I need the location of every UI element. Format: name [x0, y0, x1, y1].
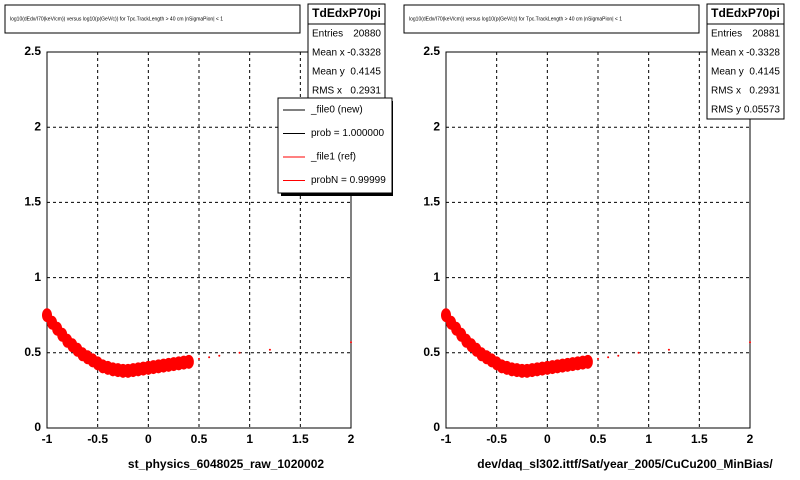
x-tick-label: 1.5: [691, 432, 708, 446]
stats-value: 0.2931: [350, 86, 381, 97]
stats-value: 0.2931: [749, 86, 780, 97]
point: [607, 356, 610, 359]
stats-box: [307, 3, 386, 101]
y-tick-label: 2.5: [24, 44, 41, 58]
legend-box: [277, 97, 393, 194]
stats-value: 0.4145: [350, 67, 381, 78]
x-tick-label: 2: [348, 432, 355, 446]
title-box: [4, 4, 301, 34]
point: [183, 354, 194, 369]
legend-label: probN = 0.99999: [311, 175, 386, 186]
point: [218, 354, 221, 357]
x-tick-label: -0.5: [486, 432, 507, 446]
x-tick-label: 1.5: [292, 432, 309, 446]
point: [238, 351, 241, 354]
point: [637, 351, 640, 354]
stats-value: -0.3328: [347, 48, 381, 59]
y-tick-label: 2: [34, 119, 41, 133]
x-tick-label: -0.5: [87, 432, 108, 446]
y-tick-label: 0: [34, 420, 41, 434]
stats-value: 20881: [752, 29, 780, 40]
stats-box: [706, 3, 785, 120]
chart-title: log10(dEdx/I70(keV/cm)) versus log10(p(G…: [409, 16, 622, 22]
point: [667, 348, 670, 351]
stats-label: Entries: [312, 29, 343, 40]
stats-label: Mean x: [711, 48, 744, 59]
stats-value: 20880: [353, 29, 381, 40]
stats-label: Mean x: [312, 48, 345, 59]
legend-label: _file1 (ref): [310, 152, 356, 163]
stats-value: 0.05573: [744, 105, 781, 116]
stats-label: Entries: [711, 29, 742, 40]
legend-label: _file0 (new): [310, 105, 363, 116]
legend-label: prob = 1.000000: [311, 128, 385, 139]
x-tick-label: -1: [42, 432, 53, 446]
y-tick-label: 0.5: [24, 345, 41, 359]
x-tick-label: 0: [145, 432, 152, 446]
stats-label: RMS x: [312, 86, 342, 97]
point: [198, 357, 200, 360]
y-tick-label: 2.5: [423, 44, 440, 58]
y-tick-label: 1: [34, 270, 41, 284]
x-axis-label: st_physics_6048025_raw_1020002: [128, 457, 324, 471]
point: [582, 354, 593, 369]
pad: log10(dEdx/I70(keV/cm)) versus log10(p(G…: [4, 3, 393, 471]
stats-label: Mean y: [711, 67, 744, 78]
stats-label: RMS x: [711, 86, 741, 97]
legend: _file0 (new) prob = 1.000000 _file1 (ref) p…: [277, 97, 393, 196]
y-tick-label: 2: [433, 119, 440, 133]
x-axis-label: dev/daq_sl302.ittf/Sat/year_2005/CuCu200…: [477, 457, 773, 471]
point: [350, 341, 352, 344]
y-tick-label: 1.5: [423, 195, 440, 209]
title-box: [403, 4, 700, 34]
stats-value: -0.3328: [746, 48, 780, 59]
stats-title: TdEdxP70pi: [312, 6, 381, 20]
point: [617, 354, 620, 357]
x-tick-label: 1: [246, 432, 253, 446]
point: [208, 356, 211, 359]
x-tick-label: 0.5: [590, 432, 607, 446]
point: [268, 348, 271, 351]
stats-label: RMS y: [711, 105, 741, 116]
x-tick-label: 1: [645, 432, 652, 446]
y-tick-label: 0: [433, 420, 440, 434]
x-tick-label: 0: [544, 432, 551, 446]
stats-label: Mean y: [312, 67, 345, 78]
chart-title: log10(dEdx/I70(keV/cm)) versus log10(p(G…: [10, 16, 223, 22]
y-tick-label: 0.5: [423, 345, 440, 359]
x-tick-label: -1: [441, 432, 452, 446]
x-tick-label: 0.5: [191, 432, 208, 446]
stats-value: 0.4145: [749, 67, 780, 78]
stats-title: TdEdxP70pi: [711, 6, 780, 20]
y-tick-label: 1: [433, 270, 440, 284]
point: [749, 341, 751, 344]
y-tick-label: 1.5: [24, 195, 41, 209]
x-tick-label: 2: [747, 432, 754, 446]
pad: log10(dEdx/I70(keV/cm)) versus log10(p(G…: [403, 3, 785, 471]
point: [597, 357, 599, 360]
